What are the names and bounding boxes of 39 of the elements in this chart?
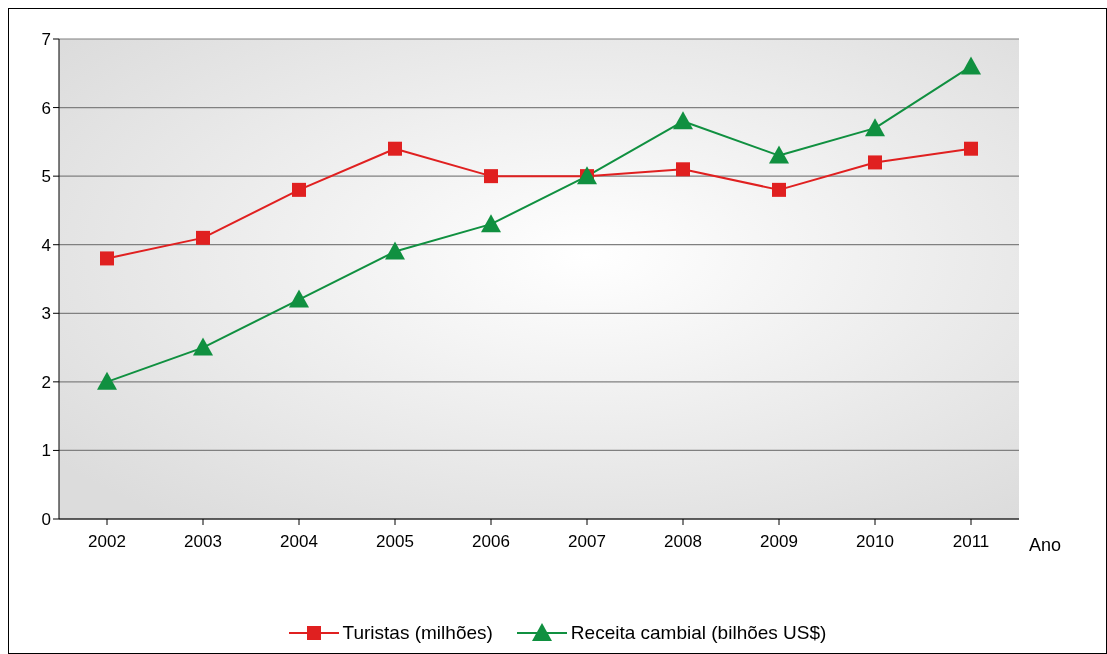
point <box>289 289 309 308</box>
point <box>676 162 690 177</box>
x-tick-label: 2008 <box>664 532 702 552</box>
x-tick-label: 2009 <box>760 532 798 552</box>
point <box>196 230 210 245</box>
point <box>868 155 882 170</box>
x-tick-label: 2006 <box>472 532 510 552</box>
point <box>964 141 978 156</box>
point <box>673 111 693 130</box>
point <box>385 241 405 260</box>
y-tick-label: 2 <box>41 372 51 392</box>
x-tick-label: 2011 <box>952 532 990 552</box>
point <box>484 169 498 184</box>
y-tick-label: 1 <box>41 441 51 461</box>
point <box>961 56 981 75</box>
y-tick-label: 7 <box>41 30 51 50</box>
point <box>481 214 501 233</box>
point <box>193 337 213 356</box>
x-tick-label: 2010 <box>856 532 894 552</box>
x-axis-title: Ano <box>1029 535 1062 555</box>
point <box>772 182 786 197</box>
x-tick-label: 2005 <box>376 532 414 552</box>
x-tick-label: 2007 <box>568 532 606 552</box>
y-tick-label: 4 <box>41 235 51 255</box>
legend-label: Receita cambial (bilhões US$) <box>570 622 827 644</box>
y-tick-label: 0 <box>41 510 51 530</box>
legend-label: Turistas (milhões) <box>342 622 493 644</box>
point <box>865 118 885 137</box>
point <box>292 182 306 197</box>
y-tick-label: 5 <box>41 167 51 187</box>
y-tick-label: 3 <box>41 304 51 324</box>
x-tick-label: 2004 <box>280 532 318 552</box>
x-tick-label: 2003 <box>184 532 222 552</box>
x-tick-label: 2002 <box>88 532 126 552</box>
point <box>769 145 789 164</box>
y-tick-label: 6 <box>41 98 51 118</box>
point <box>97 371 117 390</box>
point <box>388 141 402 156</box>
point <box>100 251 114 266</box>
